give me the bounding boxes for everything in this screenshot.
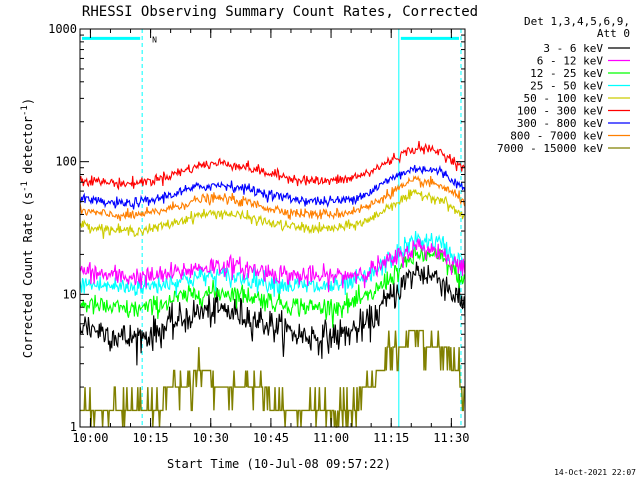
y-tick-label: 1000 [48,22,77,36]
series-trace [79,175,466,222]
series-trace [79,231,466,297]
legend-header-line1: Det 1,3,4,5,6,9, [524,15,630,28]
x-tick-label: 10:30 [193,431,229,445]
y-tick-label: 100 [55,155,77,169]
y-tick-label: 10 [63,287,77,301]
legend-label: 300 - 800 keV [517,117,603,130]
y-axis-label-sup2: -1 [20,105,30,116]
x-tick-label: 11:15 [373,431,409,445]
night-flag-label: N [152,35,157,44]
y-axis-label-part2: detector [21,116,35,181]
x-axis-label: Start Time (10-Jul-08 09:57:22) [167,457,391,471]
legend-label: 7000 - 15000 keV [497,142,603,155]
y-axis-label-sup1: -1 [20,181,30,192]
series-trace [79,244,466,328]
timestamp: 14-Oct-2021 22:07 [554,468,636,477]
series-trace [79,237,466,293]
legend-label: 3 - 6 keV [543,42,603,55]
y-axis-label-part3: ) [21,98,35,105]
legend-header-line2: Att 0 [597,27,630,40]
legend-label: 6 - 12 keV [537,55,604,68]
plot-frame [79,28,466,428]
legend-label: 800 - 7000 keV [510,130,603,143]
x-tick-label: 11:00 [313,431,349,445]
x-tick-label: 10:45 [253,431,289,445]
series-trace [79,164,466,210]
y-tick-label: 1 [70,420,77,434]
series-trace [79,140,466,191]
x-tick-label: 10:15 [133,431,169,445]
x-tick-label: 10:00 [72,431,108,445]
chart-title: RHESSI Observing Summary Count Rates, Co… [82,4,478,20]
series-trace [80,329,465,428]
x-tick-label: 11:30 [433,431,469,445]
legend-label: 25 - 50 keV [530,80,603,93]
legend-label: 12 - 25 keV [530,67,603,80]
legend-label: 50 - 100 keV [524,92,604,105]
series-trace [79,188,466,239]
legend-label: 100 - 300 keV [517,105,603,118]
y-axis-label-part1: Corrected Count Rate (s [21,192,35,358]
series-trace [79,261,466,366]
y-axis-label: Corrected Count Rate (s-1 detector-1) [20,98,35,358]
plot-area: N 1 10 100 1000 10:00 10:15 10:30 10:45 11:00 11:1… [48,22,469,445]
